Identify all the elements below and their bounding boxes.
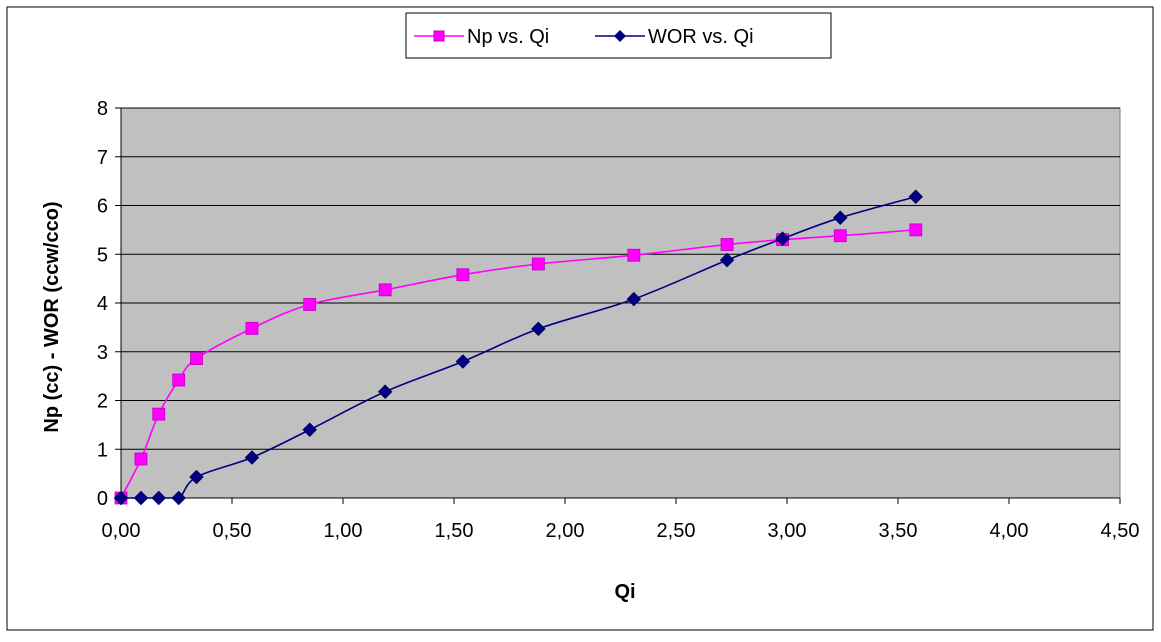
x-tick-label: 4,50	[1101, 520, 1140, 542]
y-tick-label: 5	[97, 244, 108, 266]
y-tick-label: 7	[97, 147, 108, 169]
y-tick-label: 1	[97, 439, 108, 461]
y-tick-label: 6	[97, 196, 108, 218]
y-tick-label: 4	[97, 293, 108, 315]
legend-wor-label: WOR vs. Qi	[648, 26, 754, 48]
data-point	[151, 490, 167, 506]
data-point	[832, 210, 848, 226]
data-point	[133, 490, 149, 506]
data-point	[377, 384, 393, 400]
data-point	[134, 452, 148, 466]
legend-item-wor: WOR vs. Qi	[595, 26, 754, 48]
series-line	[121, 195, 916, 499]
data-point	[171, 490, 187, 506]
legend-np-label: Np vs. Qi	[467, 26, 549, 48]
gridlines	[121, 107, 1120, 450]
data-point	[303, 298, 317, 311]
legend: Np vs. Qi WOR vs. Qi	[405, 12, 832, 59]
data-point	[531, 257, 545, 271]
legend-np-marker	[433, 30, 445, 42]
data-point	[833, 229, 847, 243]
y-tick-label: 3	[97, 342, 108, 364]
data-point	[172, 373, 186, 387]
legend-wor-marker	[614, 30, 626, 42]
data-point	[531, 321, 546, 337]
series-line	[120, 229, 916, 499]
y-axis-label: Np (cc) - WOR (ccw/cco)	[41, 201, 63, 432]
data-point	[455, 354, 471, 369]
data-point	[244, 450, 260, 465]
data-point	[908, 189, 924, 205]
x-tick-label: 2,50	[657, 520, 696, 542]
x-tick-label: 4,00	[990, 520, 1029, 542]
x-tick-label: 3,00	[768, 520, 807, 542]
data-point	[456, 268, 470, 282]
x-axis-label: Qi	[614, 581, 635, 603]
x-tick-label: 0,50	[213, 520, 252, 542]
x-tick-label: 3,50	[879, 520, 918, 542]
data-point	[302, 422, 318, 438]
data-point	[189, 469, 204, 485]
series-layer	[113, 189, 924, 506]
x-tick-label: 0,00	[102, 520, 141, 542]
x-tick-label: 2,00	[546, 520, 585, 542]
data-point	[378, 283, 392, 297]
y-tick-label: 0	[97, 488, 108, 510]
y-tick-label: 2	[97, 391, 108, 413]
x-axis-ticks: 0,00 0,50 1,00 1,50 2,00 2,50 3,00 3,50 4,00 4,50	[102, 498, 1140, 542]
data-point	[719, 252, 735, 268]
data-point	[775, 231, 790, 247]
x-tick-label: 1,00	[324, 520, 363, 542]
data-point	[152, 407, 166, 421]
series-wor	[113, 189, 924, 506]
data-point	[113, 490, 129, 506]
x-tick-label: 1,50	[435, 520, 474, 542]
data-point	[909, 223, 923, 237]
data-point	[720, 238, 734, 251]
data-point	[627, 248, 641, 262]
legend-item-np: Np vs. Qi	[414, 26, 549, 48]
data-point	[245, 321, 259, 335]
data-point	[190, 352, 203, 365]
y-tick-label: 8	[97, 98, 108, 120]
y-axis-ticks: 0 1 2 3 4 5 6 7 8	[97, 98, 121, 510]
data-point	[626, 291, 642, 307]
